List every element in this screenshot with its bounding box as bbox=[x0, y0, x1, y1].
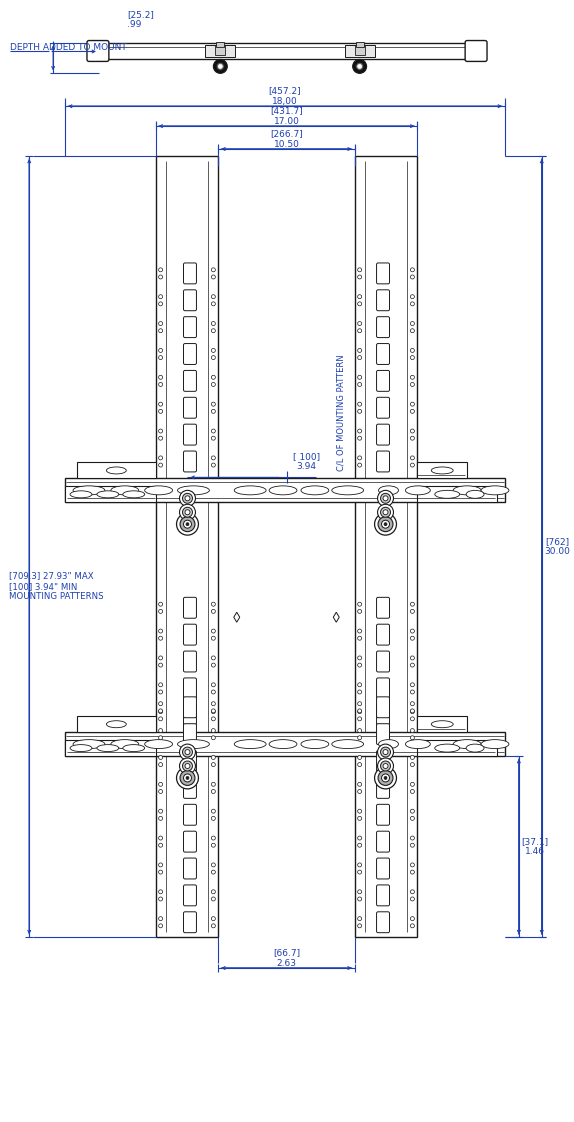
FancyBboxPatch shape bbox=[377, 397, 390, 419]
Bar bbox=[417, 741, 497, 756]
Circle shape bbox=[410, 295, 414, 298]
FancyBboxPatch shape bbox=[377, 804, 390, 825]
FancyBboxPatch shape bbox=[184, 678, 196, 699]
Circle shape bbox=[186, 523, 189, 526]
Ellipse shape bbox=[405, 486, 430, 495]
Circle shape bbox=[158, 870, 162, 874]
Circle shape bbox=[410, 436, 414, 440]
Circle shape bbox=[410, 836, 414, 840]
Circle shape bbox=[158, 790, 162, 793]
Circle shape bbox=[410, 710, 414, 714]
Circle shape bbox=[180, 758, 195, 774]
Circle shape bbox=[352, 59, 367, 73]
FancyBboxPatch shape bbox=[184, 316, 196, 338]
Ellipse shape bbox=[123, 490, 145, 498]
Bar bbox=[417, 462, 467, 478]
Circle shape bbox=[358, 782, 362, 787]
Ellipse shape bbox=[70, 745, 92, 752]
Circle shape bbox=[158, 349, 162, 352]
FancyBboxPatch shape bbox=[184, 778, 196, 799]
Circle shape bbox=[383, 763, 388, 769]
Circle shape bbox=[410, 809, 414, 813]
Circle shape bbox=[158, 402, 162, 406]
Circle shape bbox=[358, 268, 362, 272]
Circle shape bbox=[211, 329, 215, 333]
Circle shape bbox=[375, 513, 397, 535]
Circle shape bbox=[211, 896, 215, 901]
Bar bbox=[65, 486, 156, 503]
Circle shape bbox=[410, 755, 414, 760]
Circle shape bbox=[410, 923, 414, 928]
Circle shape bbox=[358, 609, 362, 614]
Circle shape bbox=[211, 275, 215, 279]
Circle shape bbox=[358, 463, 362, 467]
FancyBboxPatch shape bbox=[184, 597, 196, 618]
Circle shape bbox=[358, 917, 362, 921]
Circle shape bbox=[410, 683, 414, 687]
Circle shape bbox=[211, 709, 215, 712]
Ellipse shape bbox=[177, 739, 210, 748]
Circle shape bbox=[158, 763, 162, 766]
Circle shape bbox=[382, 521, 390, 528]
FancyBboxPatch shape bbox=[377, 885, 390, 905]
Circle shape bbox=[158, 817, 162, 820]
Circle shape bbox=[158, 782, 162, 787]
Ellipse shape bbox=[466, 490, 484, 498]
Circle shape bbox=[211, 844, 215, 847]
Bar bbox=[65, 733, 505, 756]
Ellipse shape bbox=[145, 739, 173, 748]
Circle shape bbox=[211, 322, 215, 325]
Circle shape bbox=[158, 636, 162, 641]
Circle shape bbox=[158, 683, 162, 687]
Circle shape bbox=[381, 494, 390, 504]
Circle shape bbox=[158, 717, 162, 720]
Circle shape bbox=[358, 836, 362, 840]
Circle shape bbox=[410, 402, 414, 406]
Circle shape bbox=[381, 507, 390, 517]
Circle shape bbox=[180, 490, 195, 506]
Circle shape bbox=[410, 456, 414, 460]
Circle shape bbox=[211, 268, 215, 272]
Circle shape bbox=[358, 402, 362, 406]
Circle shape bbox=[211, 410, 215, 413]
Ellipse shape bbox=[301, 486, 329, 495]
Circle shape bbox=[214, 59, 227, 73]
Circle shape bbox=[410, 896, 414, 901]
Circle shape bbox=[358, 844, 362, 847]
Circle shape bbox=[410, 322, 414, 325]
FancyBboxPatch shape bbox=[377, 858, 390, 879]
Ellipse shape bbox=[73, 739, 105, 748]
Circle shape bbox=[158, 917, 162, 921]
Circle shape bbox=[358, 809, 362, 813]
Bar bbox=[156, 156, 218, 937]
Circle shape bbox=[183, 747, 192, 757]
Circle shape bbox=[158, 809, 162, 813]
Circle shape bbox=[410, 609, 414, 614]
Circle shape bbox=[180, 504, 195, 521]
Circle shape bbox=[358, 710, 362, 714]
Bar bbox=[205, 45, 235, 57]
Circle shape bbox=[211, 790, 215, 793]
Text: C/L OF MOUNTING PATTERN: C/L OF MOUNTING PATTERN bbox=[337, 355, 346, 471]
Ellipse shape bbox=[234, 739, 266, 748]
Text: [66.7]
2.63: [66.7] 2.63 bbox=[273, 948, 300, 968]
Ellipse shape bbox=[269, 486, 297, 495]
Circle shape bbox=[358, 349, 362, 352]
FancyBboxPatch shape bbox=[184, 263, 196, 284]
Circle shape bbox=[358, 456, 362, 460]
Circle shape bbox=[378, 758, 394, 774]
Circle shape bbox=[358, 375, 362, 379]
Circle shape bbox=[158, 463, 162, 467]
FancyBboxPatch shape bbox=[377, 831, 390, 852]
Circle shape bbox=[410, 463, 414, 467]
FancyBboxPatch shape bbox=[377, 751, 390, 772]
Circle shape bbox=[410, 268, 414, 272]
Circle shape bbox=[211, 356, 215, 359]
Circle shape bbox=[158, 456, 162, 460]
Circle shape bbox=[158, 728, 162, 733]
Circle shape bbox=[358, 790, 362, 793]
Ellipse shape bbox=[431, 467, 453, 473]
Circle shape bbox=[216, 63, 224, 71]
Circle shape bbox=[158, 429, 162, 433]
Circle shape bbox=[185, 509, 190, 515]
